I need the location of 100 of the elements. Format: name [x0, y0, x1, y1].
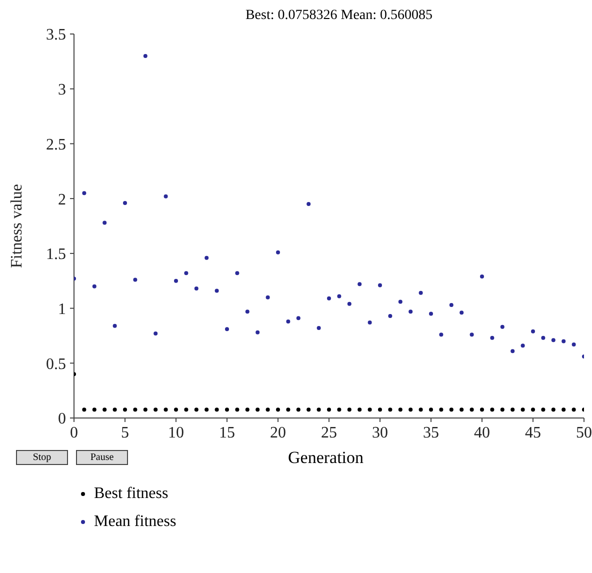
- point: [429, 408, 433, 412]
- point: [460, 408, 464, 412]
- point: [214, 288, 219, 293]
- point: [449, 408, 454, 412]
- point: [204, 256, 209, 260]
- x-tick-label: 50: [576, 424, 592, 442]
- point: [429, 312, 433, 316]
- y-tick-label: 0: [58, 410, 66, 428]
- point: [296, 316, 300, 320]
- point: [337, 408, 342, 412]
- point: [347, 302, 352, 306]
- point: [551, 338, 556, 342]
- point: [245, 310, 250, 314]
- point: [470, 408, 474, 412]
- point: [133, 408, 138, 412]
- point: [368, 408, 372, 412]
- point: [510, 349, 515, 354]
- x-tick-label: 20: [270, 424, 286, 442]
- y-tick-label: 1: [58, 300, 66, 318]
- x-tick-label: 10: [168, 424, 184, 442]
- point: [439, 408, 444, 412]
- point: [143, 408, 148, 412]
- y-tick-label: 2: [58, 191, 66, 208]
- point: [133, 278, 138, 282]
- point: [245, 408, 250, 412]
- point: [562, 408, 566, 412]
- point: [184, 408, 188, 412]
- point: [480, 274, 484, 278]
- point: [368, 320, 372, 325]
- point: [204, 408, 209, 412]
- x-axis-title: Generation: [288, 448, 364, 468]
- point: [531, 408, 535, 412]
- point: [296, 408, 300, 412]
- point: [480, 408, 484, 412]
- point: [449, 302, 454, 307]
- point: [154, 332, 158, 336]
- point: [266, 295, 270, 300]
- x-tick-label: 5: [121, 424, 129, 442]
- button: Stop: [16, 450, 68, 465]
- point: [490, 336, 494, 340]
- point: [572, 408, 576, 412]
- point: [510, 408, 515, 412]
- point: [256, 330, 260, 334]
- button: Pause: [76, 450, 128, 465]
- y-tick-label: 3: [58, 82, 66, 99]
- point: [460, 310, 464, 315]
- point: [286, 408, 290, 412]
- point: [378, 283, 382, 288]
- point: [408, 310, 413, 314]
- point: [92, 284, 96, 288]
- point: [143, 54, 148, 58]
- point: [102, 220, 107, 225]
- x-tick-label: 40: [474, 424, 490, 442]
- point: [418, 290, 423, 295]
- point: [154, 408, 158, 412]
- point: [225, 327, 229, 332]
- point: [388, 314, 392, 318]
- x-tick-label: 30: [372, 424, 388, 442]
- point: [520, 408, 525, 412]
- point: [123, 408, 127, 412]
- point: [500, 324, 504, 329]
- y-tick-label: 2.5: [46, 136, 66, 154]
- legend-label: Best fitness: [94, 485, 168, 503]
- point: [327, 296, 331, 300]
- point: [490, 408, 494, 412]
- point: [470, 332, 474, 337]
- point: [112, 408, 117, 412]
- point: [266, 408, 270, 412]
- point: [572, 342, 576, 346]
- y-tick-label: 3.5: [46, 26, 66, 44]
- y-tick-label: 1.5: [46, 246, 66, 264]
- point: [174, 408, 178, 412]
- point: [500, 408, 504, 412]
- point: [276, 250, 280, 254]
- point: [408, 408, 413, 412]
- point: [164, 408, 168, 412]
- point: [439, 332, 444, 337]
- point: [235, 408, 240, 412]
- point: [347, 408, 352, 412]
- point: [378, 408, 382, 412]
- point: [286, 319, 290, 324]
- point: [398, 408, 402, 412]
- x-tick-label: 25: [321, 424, 337, 442]
- point: [316, 326, 321, 330]
- point: [235, 271, 240, 276]
- point: [541, 408, 546, 412]
- point: [531, 329, 535, 334]
- y-tick-label: 0.5: [46, 356, 66, 373]
- x-tick-label: 45: [525, 424, 541, 442]
- point: [562, 339, 566, 344]
- point: [214, 408, 219, 412]
- point: [306, 202, 311, 206]
- point: [174, 278, 178, 283]
- x-tick-label: 15: [219, 424, 235, 442]
- y-axis-title: Fitness value: [8, 184, 26, 268]
- point: [82, 191, 86, 196]
- point: [112, 324, 117, 328]
- point: [194, 408, 198, 412]
- point: [256, 408, 260, 412]
- point: [520, 344, 525, 348]
